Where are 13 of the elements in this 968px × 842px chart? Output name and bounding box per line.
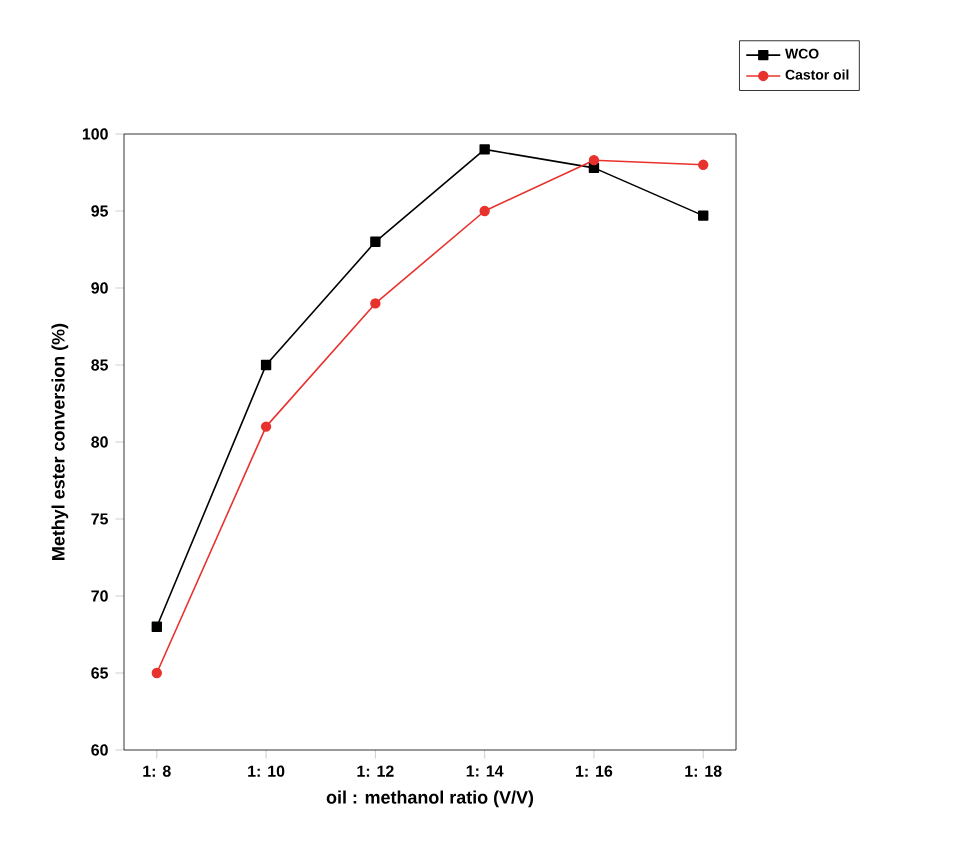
y-axis-title: Methyl ester conversion (%) — [51, 323, 69, 560]
point — [588, 155, 600, 166]
point — [479, 144, 490, 155]
point — [698, 159, 709, 170]
x-axis-title: oil : methanol ratio (V/V) — [326, 790, 534, 808]
point — [260, 421, 272, 432]
point — [698, 210, 709, 221]
point — [151, 667, 162, 679]
point — [370, 236, 381, 247]
point — [370, 298, 381, 309]
point — [479, 205, 490, 217]
point — [151, 621, 162, 632]
point — [260, 359, 272, 371]
